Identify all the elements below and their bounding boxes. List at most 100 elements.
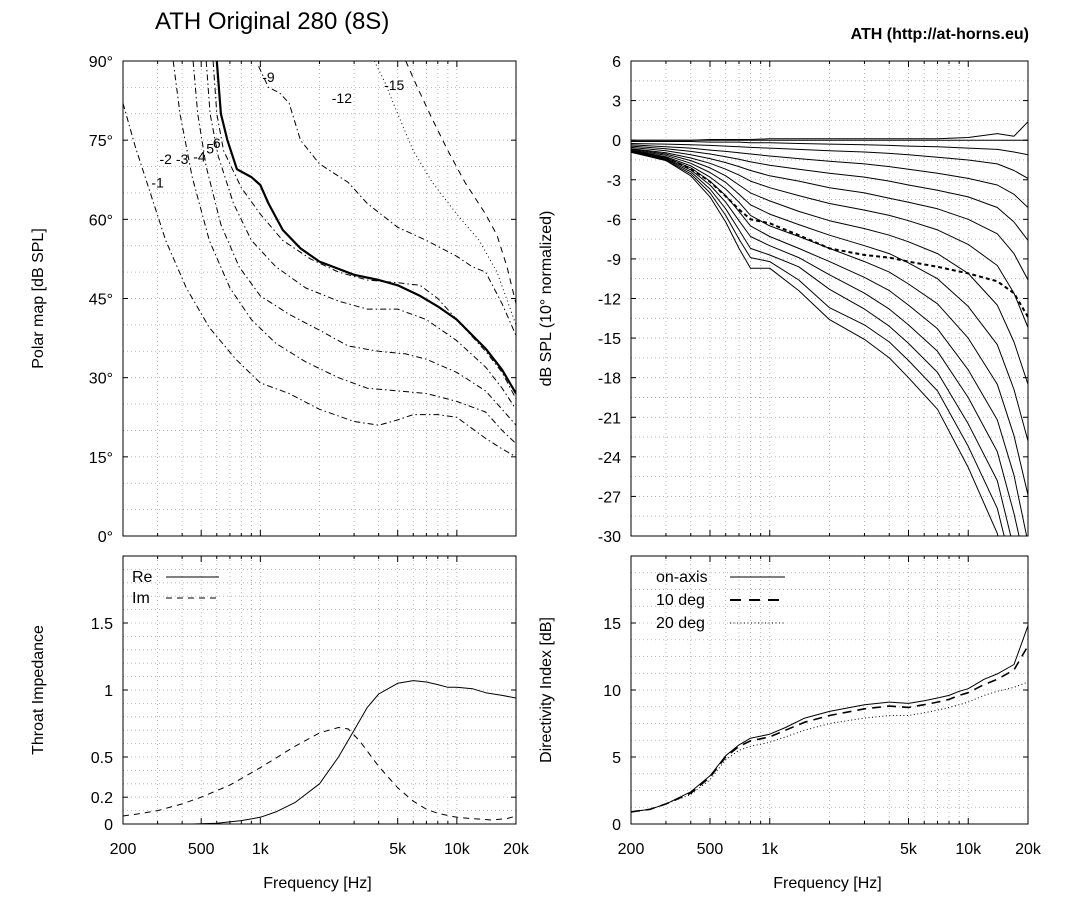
legend: on-axis 10 deg 20 deg: [656, 569, 785, 632]
x-tick-label: 20k: [503, 841, 530, 858]
y-tick-label: -24: [598, 450, 621, 467]
contour-label: -9: [262, 69, 275, 85]
x-tick-label: 10k: [955, 841, 982, 858]
spl-line-H-power-(dashed): [631, 149, 1028, 318]
series-line-10-deg: [631, 645, 1028, 813]
spl-line-65-deg: [631, 150, 1020, 536]
y-tick-label: 30°: [89, 371, 113, 388]
contour-line--3: [192, 61, 516, 426]
contour-label: 6: [213, 135, 221, 151]
contour-label: -2: [160, 151, 173, 167]
y-axis-label: dB SPL (10° normalized): [538, 211, 555, 387]
series-line-on-axis: [631, 625, 1028, 813]
y-tick-label: -3: [607, 173, 621, 190]
spl-line-35-deg: [631, 146, 1028, 281]
spl-line-15-deg: [631, 141, 1028, 156]
series-line-Im: [123, 727, 516, 821]
x-tick-label: 200: [110, 841, 137, 858]
normalized-spl-panel: 6 3 0 -3 -6 -9 -12 -15 -18 -21 -24 -27 -30 dB SPL (10…: [538, 54, 1029, 546]
spl-line-50-deg: [631, 149, 1028, 442]
spl-line-40-deg: [631, 148, 1028, 328]
contour-label: -4: [193, 148, 206, 164]
contour-label: -12: [332, 90, 352, 106]
legend: Re Im: [132, 569, 219, 607]
contour-line--5: [212, 61, 516, 400]
plot-area: [123, 680, 516, 824]
y-tick-label: 90°: [89, 54, 113, 71]
polar-map-panel: 0° 15° 30° 45° 60° 75° 90° Polar map [dB SPL] -1…: [30, 54, 517, 546]
throat-impedance-panel: 0 0.2 0.5 1 1.5 200 500 1k 5k 10k 20k Frequency [Hz…: [30, 555, 530, 892]
x-tick-label: 10k: [444, 841, 471, 858]
grid: [631, 61, 1028, 536]
spl-line-75-deg: [631, 151, 1005, 536]
spl-line-on-axis: [631, 121, 1028, 141]
grid: [631, 556, 1028, 824]
x-tick-label: 20k: [1015, 841, 1042, 858]
y-tick-label: 10: [603, 683, 621, 700]
series-line-Re: [192, 680, 516, 824]
y-tick-label: -21: [598, 410, 621, 427]
spl-line-55-deg: [631, 150, 1028, 496]
y-tick-label: 1: [104, 683, 113, 700]
grid: [123, 61, 516, 536]
spl-line-30-deg: [631, 145, 1028, 241]
spl-line-60-deg: [631, 150, 1028, 536]
legend-label: on-axis: [656, 569, 708, 586]
y-tick-label: -18: [598, 371, 621, 388]
plot-area: [631, 625, 1028, 813]
directivity-index-panel: 0 5 10 15 200 500 1k 5k 10k 20k Frequency [Hz] Dire…: [538, 555, 1042, 892]
contour-line--9: [258, 66, 516, 336]
y-tick-label: 6: [612, 54, 621, 71]
plot-area: [631, 121, 1028, 536]
plot-frame: [630, 60, 1029, 537]
y-tick-label: 75°: [89, 133, 113, 150]
contour-line--2: [172, 61, 516, 444]
y-tick-label: 0.5: [91, 750, 113, 767]
y-tick-label: -30: [598, 529, 621, 546]
spl-line-25-deg: [631, 144, 1028, 208]
contour-line--6: [215, 61, 516, 395]
brand-label: ATH (http://at-horns.eu): [851, 26, 1029, 43]
x-tick-label: 1k: [761, 841, 779, 858]
y-tick-label: 60°: [89, 212, 113, 229]
y-axis-label: Throat Impedance: [30, 625, 47, 755]
legend-label: 10 deg: [656, 592, 705, 609]
contour-line--1: [123, 103, 516, 458]
y-tick-label: 3: [612, 94, 621, 111]
contour-line--15: [405, 61, 516, 304]
y-tick-label: 0: [104, 817, 113, 834]
x-tick-label: 5k: [900, 841, 918, 858]
y-tick-label: 15: [603, 616, 621, 633]
spl-line-80-deg: [631, 151, 999, 536]
contour-label: -3: [176, 151, 189, 167]
plot-area: [123, 61, 516, 458]
x-axis-label: Frequency [Hz]: [263, 875, 371, 892]
y-tick-label: -9: [607, 252, 621, 269]
y-tick-label: 0°: [98, 529, 113, 546]
x-tick-label: 500: [697, 841, 724, 858]
y-axis-label: Polar map [dB SPL]: [30, 228, 47, 369]
y-tick-label: 0.2: [91, 790, 113, 807]
spl-line-70-deg: [631, 151, 1012, 536]
contour-line--4: [205, 61, 516, 410]
legend-label: Re: [132, 569, 153, 586]
y-tick-label: -12: [598, 292, 621, 309]
y-tick-label: 5: [612, 750, 621, 767]
contour-label: -15: [384, 77, 404, 93]
y-tick-label: -15: [598, 331, 621, 348]
x-axis-label: Frequency [Hz]: [773, 875, 881, 892]
x-tick-label: 5k: [389, 841, 407, 858]
y-tick-label: 15°: [89, 450, 113, 467]
y-tick-label: -27: [598, 489, 621, 506]
contour-label: 5: [206, 140, 214, 156]
x-tick-label: 1k: [252, 841, 270, 858]
spl-line-45-deg: [631, 148, 1028, 385]
x-tick-label: 200: [618, 841, 645, 858]
y-tick-label: 0: [612, 817, 621, 834]
x-tick-label: 500: [188, 841, 215, 858]
y-tick-label: 0: [612, 133, 621, 150]
legend-label: 20 deg: [656, 615, 705, 632]
y-tick-label: -6: [607, 212, 621, 229]
